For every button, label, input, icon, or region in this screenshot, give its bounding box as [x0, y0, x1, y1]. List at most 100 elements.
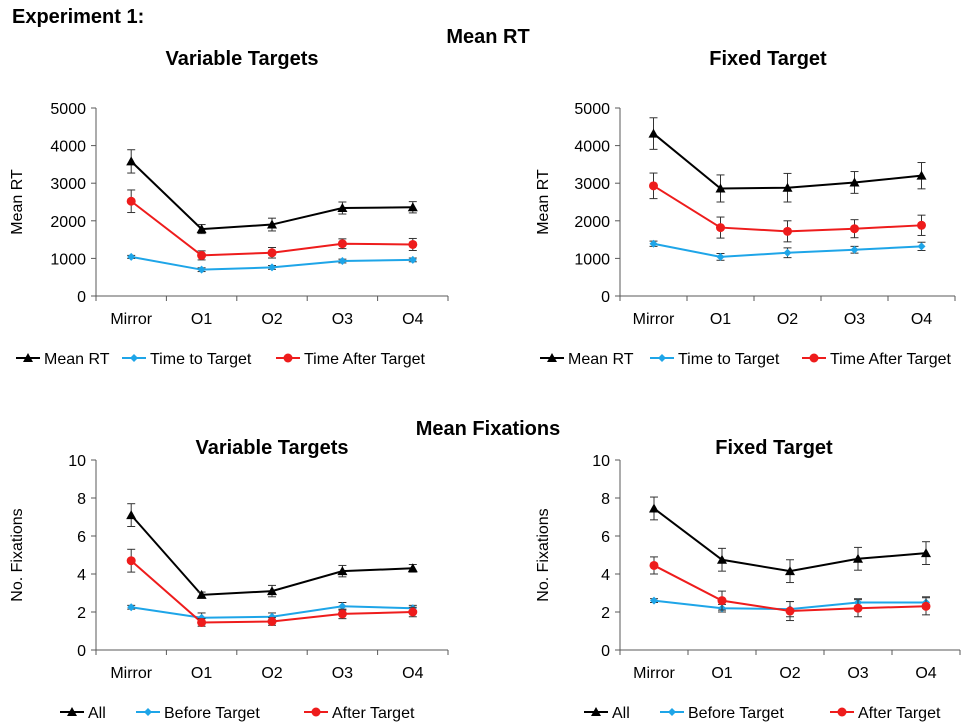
- chart-0-series-1-point: [127, 252, 136, 261]
- chart-3-y-tick-label: 8: [601, 491, 610, 508]
- chart-2-legend-label-0: All: [88, 705, 106, 722]
- chart-0-x-tick-label: O2: [261, 311, 282, 328]
- chart-2-series-2-point: [197, 617, 207, 627]
- chart-2-series-0-point: [407, 563, 418, 573]
- chart-3-y-tick-label: 10: [592, 453, 610, 470]
- chart-0-series-2-point: [337, 239, 347, 249]
- chart-0-y-tick-label: 5000: [50, 101, 86, 118]
- chart-0-x-tick-label: O4: [402, 311, 423, 328]
- experiment-title: Experiment 1:: [12, 6, 145, 28]
- chart-0-y-tick-label: 2000: [50, 214, 86, 231]
- chart-2-y-tick-label: 10: [68, 453, 86, 470]
- chart-0-y-tick-label: 4000: [50, 139, 86, 156]
- chart-1-series-1-point: [917, 242, 926, 251]
- chart-3-series-2-point: [921, 601, 931, 611]
- chart-1-series-0-point: [648, 128, 659, 138]
- chart-0-series-0-point: [407, 202, 418, 212]
- chart-3-series-2-point: [785, 606, 795, 616]
- chart-3-series-0-point: [785, 566, 795, 576]
- chart-3-legend-label-0: All: [612, 705, 630, 722]
- chart-1-y-axis-label: Mean RT: [535, 169, 552, 235]
- chart-0-series-0-point: [196, 224, 207, 234]
- chart-3-y-axis-label: No. Fixations: [535, 508, 552, 601]
- chart-0-series-1-point: [408, 255, 417, 264]
- chart-title-fix-fixed: Fixed Target: [715, 437, 833, 459]
- chart-2-legend-marker-1: [144, 708, 152, 716]
- chart-1-y-tick-label: 4000: [574, 139, 610, 156]
- chart-title-fix-variable: Variable Targets: [195, 437, 349, 459]
- chart-1-x-tick-label: O4: [911, 311, 932, 328]
- chart-1-x-tick-label: Mirror: [633, 311, 675, 328]
- chart-0-x-tick-label: O3: [332, 311, 353, 328]
- chart-1-legend-marker-2: [809, 353, 819, 363]
- chart-0-legend-label-0: Mean RT: [44, 351, 110, 368]
- chart-2-series-0-point: [126, 510, 137, 520]
- chart-2-series-0-point: [196, 589, 207, 599]
- chart-3-series-0-point: [921, 548, 931, 558]
- chart-1-legend-marker-0: [547, 353, 557, 362]
- chart-3-x-tick-label: O2: [779, 665, 800, 682]
- chart-0-y-tick-label: 3000: [50, 176, 86, 193]
- chart-3-legend-marker-1: [668, 708, 676, 716]
- chart-3-series-2-point: [717, 596, 727, 606]
- chart-3-y-tick-label: 0: [601, 643, 610, 660]
- chart-2-series-1-point: [338, 602, 347, 611]
- chart-1-series-0-point: [782, 182, 793, 192]
- chart-title-rt-variable: Variable Targets: [165, 48, 319, 70]
- chart-2-series-1-point: [127, 603, 136, 612]
- chart-2-y-axis-label: No. Fixations: [9, 508, 26, 601]
- chart-2-legend-label-1: Before Target: [164, 705, 260, 722]
- chart-0-legend-label-1: Time to Target: [150, 351, 252, 368]
- chart-1-series-1-point: [783, 248, 792, 257]
- chart-3-legend-label-1: Before Target: [688, 705, 784, 722]
- chart-0-y-tick-label: 0: [77, 289, 86, 306]
- chart-1-x-tick-label: O1: [710, 311, 731, 328]
- chart-3-x-tick-label: O3: [847, 665, 868, 682]
- chart-3-legend-marker-0: [591, 707, 601, 716]
- chart-0-series-0-point: [337, 203, 348, 213]
- chart-1-y-tick-label: 2000: [574, 214, 610, 231]
- chart-2-x-tick-label: O4: [402, 665, 423, 682]
- chart-3-series-2-point: [649, 560, 659, 570]
- chart-1-series-1-point: [716, 252, 725, 261]
- chart-1-series-2-point: [649, 181, 658, 191]
- chart-0-legend-label-2: Time After Target: [304, 351, 425, 368]
- chart-1-y-tick-label: 5000: [574, 101, 610, 118]
- chart-1-series-0-point: [849, 177, 860, 187]
- chart-2-y-tick-label: 0: [77, 643, 86, 660]
- chart-3-series-0-point: [853, 553, 863, 563]
- chart-0-y-axis-label: Mean RT: [9, 169, 26, 235]
- chart-3-legend-marker-2: [837, 707, 847, 717]
- chart-1-series-2-point: [850, 224, 859, 234]
- chart-1-series-1-point: [850, 245, 859, 254]
- chart-1-series-2-point: [917, 220, 926, 230]
- chart-2-series-0-point: [267, 586, 277, 596]
- chart-2-y-tick-label: 6: [77, 529, 86, 546]
- chart-1-series-2-point: [716, 223, 725, 233]
- chart-3-series-0-point: [717, 554, 727, 564]
- chart-2-x-tick-label: Mirror: [110, 665, 152, 682]
- chart-2-series-2-point: [267, 617, 277, 626]
- chart-1-legend-label-0: Mean RT: [568, 351, 634, 368]
- chart-2-x-tick-label: O2: [261, 665, 282, 682]
- chart-2-legend-marker-2: [311, 707, 321, 717]
- chart-2-y-tick-label: 2: [77, 605, 86, 622]
- chart-1-legend-marker-1: [658, 354, 666, 362]
- chart-0-series-2-point: [197, 250, 207, 260]
- chart-2-legend-marker-0: [67, 707, 77, 716]
- chart-1-y-tick-label: 0: [601, 289, 610, 306]
- chart-1-x-tick-label: O2: [777, 311, 798, 328]
- chart-0-series-2-point: [267, 248, 277, 258]
- chart-2-series-2-point: [337, 609, 347, 619]
- chart-1-series-0-point: [715, 183, 726, 193]
- chart-2-legend-label-2: After Target: [332, 705, 415, 722]
- chart-1-x-tick-label: O3: [844, 311, 865, 328]
- chart-1-legend-label-2: Time After Target: [830, 351, 951, 368]
- chart-title-rt-fixed: Fixed Target: [709, 48, 827, 70]
- chart-3-x-tick-label: O4: [915, 665, 936, 682]
- chart-0-legend-marker-1: [130, 354, 138, 362]
- chart-1-legend-label-1: Time to Target: [678, 351, 780, 368]
- chart-1-series-0-point: [916, 170, 927, 180]
- chart-3-y-tick-label: 2: [601, 605, 610, 622]
